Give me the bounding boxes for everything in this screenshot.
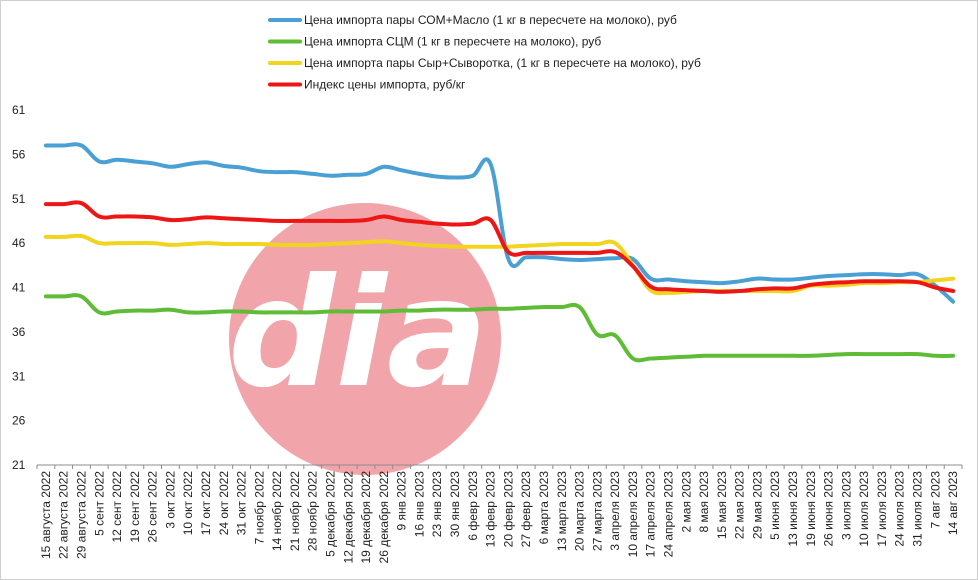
series-lines: [43, 142, 956, 363]
x-tick-label: 15 августа 2022: [39, 471, 53, 559]
legend-label: Цена импорта СЦМ (1 кг в пересчете на мо…: [304, 35, 601, 49]
legend: Цена импорта пары СОМ+Масло (1 кг в пере…: [268, 13, 701, 92]
x-tick-label: 22 мая 2023: [733, 471, 747, 539]
x-tick-label: 10 июля 2023: [857, 471, 871, 547]
x-tick-label: 7 авг 2023: [928, 471, 942, 529]
x-tick-label: 20 марта 2023: [573, 471, 587, 551]
x-tick-label: 26 сент 2022: [146, 471, 160, 543]
x-tick-label: 5 декабря 2022: [324, 471, 338, 557]
x-tick-label: 12 сент 2022: [110, 471, 124, 543]
x-tick-label: 20 февр 2023: [501, 471, 515, 548]
x-tick-label: 14 авг 2023: [946, 471, 960, 535]
x-tick-label: 13 июня 2023: [786, 471, 800, 547]
y-tick-label: 51: [12, 192, 26, 206]
x-tick-label: 9 янв 2023: [395, 471, 409, 531]
x-tick-label: 31 июля 2023: [911, 471, 925, 547]
x-tick-label: 17 окт 2022: [199, 471, 213, 536]
watermark-logo: dia: [228, 203, 501, 475]
x-tick-label: 26 июня 2023: [822, 471, 836, 547]
watermark-text: dia: [228, 247, 488, 421]
x-tick-label: 10 окт 2022: [181, 471, 195, 536]
x-tick-label: 24 апреля 2023: [661, 471, 675, 558]
x-tick-label: 16 янв 2023: [412, 471, 426, 538]
x-tick-label: 13 марта 2023: [555, 471, 569, 551]
watermark-circle: [229, 203, 501, 475]
y-tick-label: 36: [12, 325, 26, 339]
y-axis: 61 56 51 46 41 36 31 26 21: [12, 103, 26, 472]
x-tick-label: 24 июля 2023: [893, 471, 907, 547]
y-tick-label: 31: [12, 369, 26, 383]
x-tick-label: 6 марта 2023: [537, 471, 551, 545]
y-tick-label: 56: [12, 147, 26, 161]
y-tick-label: 46: [12, 236, 26, 250]
y-tick-label: 41: [12, 281, 26, 295]
x-tick-label: 5 сент 2022: [92, 471, 106, 536]
x-tick-label: 2 мая 2023: [679, 471, 693, 533]
series-line-som-maslo: [43, 142, 956, 304]
x-tick-label: 3 июля 2023: [839, 471, 853, 540]
y-tick-label: 26: [12, 414, 26, 428]
x-tick-label: 30 янв 2023: [448, 471, 462, 538]
x-tick-label: 19 июня 2023: [804, 471, 818, 547]
x-tick-label: 12 декабря 2022: [341, 471, 355, 564]
y-tick-label: 21: [12, 458, 26, 472]
x-tick-label: 22 августа 2022: [57, 471, 71, 559]
x-tick-label: 7 ноябр 2022: [252, 471, 266, 545]
x-tick-label: 29 мая 2023: [750, 471, 764, 539]
legend-label: Цена импорта пары Сыр+Сыворотка, (1 кг в…: [304, 56, 701, 70]
x-tick-label: 10 апреля 2023: [626, 471, 640, 558]
x-tick-label: 13 февр 2023: [484, 471, 498, 548]
x-tick-label: 21 ноябр 2022: [288, 471, 302, 551]
x-tick-label: 23 янв 2023: [430, 471, 444, 538]
y-tick-label: 61: [12, 103, 26, 117]
x-tick-label: 26 декабря 2022: [377, 471, 391, 564]
x-tick-label: 31 окт 2022: [235, 471, 249, 536]
x-tick-label: 19 сент 2022: [128, 471, 142, 543]
x-tick-label: 19 декабря 2022: [359, 471, 373, 564]
x-tick-label: 14 ноябр 2022: [270, 471, 284, 551]
legend-label: Индекс цены импорта, руб/кг: [304, 78, 466, 92]
x-tick-label: 6 февр 2023: [466, 471, 480, 541]
x-tick-label: 27 февр 2023: [519, 471, 533, 548]
x-tick-label: 5 июня 2023: [768, 471, 782, 540]
x-tick-label: 17 июля 2023: [875, 471, 889, 547]
x-tick-label: 27 марта 2023: [590, 471, 604, 551]
x-tick-label: 3 окт 2022: [163, 471, 177, 529]
x-tick-label: 29 августа 2022: [74, 471, 88, 559]
x-tick-label: 17 апреля 2023: [644, 471, 658, 558]
legend-label: Цена импорта пары СОМ+Масло (1 кг в пере…: [304, 13, 677, 27]
x-tick-label: 28 ноябр 2022: [306, 471, 320, 551]
x-tick-label: 24 окт 2022: [217, 471, 231, 536]
series-line-index: [43, 200, 956, 294]
x-tick-label: 3 апреля 2023: [608, 471, 622, 551]
series-line-scm: [43, 293, 956, 363]
x-tick-label: 8 мая 2023: [697, 471, 711, 533]
x-tick-label: 15 мая 2023: [715, 471, 729, 539]
x-axis: 15 августа 2022 22 августа 2022 29 августа…: [36, 464, 963, 564]
